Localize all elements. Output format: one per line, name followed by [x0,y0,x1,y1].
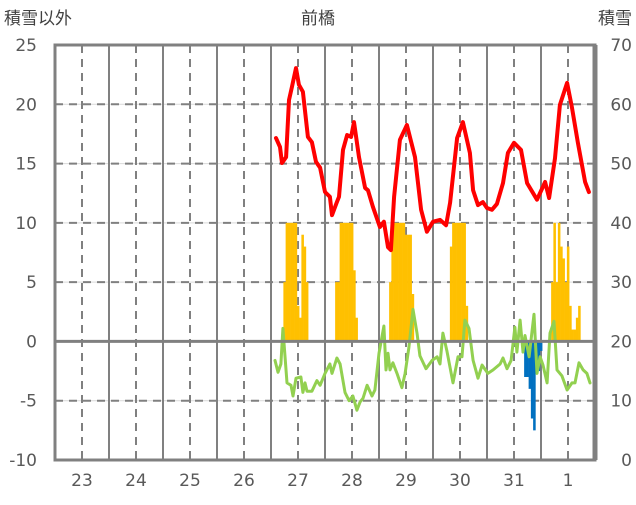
bar-positive [557,222,561,342]
bar-positive [575,317,579,342]
bar-positive [296,305,300,342]
bar-positive [294,222,298,342]
x-tick-label: 24 [125,471,147,491]
bar-positive [555,282,559,342]
bar-positive [553,222,556,342]
left-tick-label: 25 [15,36,37,56]
bar-positive [395,222,399,342]
bar-positive [407,234,410,342]
x-tick-label: 1 [563,471,574,491]
left-tick-label: -10 [9,451,37,471]
bar-positive [562,258,565,342]
bar-positive [389,282,392,342]
bar-positive [578,305,581,342]
x-tick-label: 25 [179,471,201,491]
bar-positive [454,222,457,342]
x-tick-label: 30 [449,471,471,491]
bar-positive [303,246,307,342]
bar-positive [353,270,356,342]
x-tick-label: 28 [341,471,363,491]
bar-positive [283,282,286,342]
bar-positive [285,222,289,342]
bar-negative [524,341,527,377]
x-ticks: 23 24 25 26 27 28 29 30 31 1 [71,471,573,491]
left-tick-label: 10 [15,214,37,234]
left-y-ticks: 25 20 15 10 5 0 -5 -10 [9,36,37,471]
bar-positive [339,222,343,342]
right-tick-label: 60 [610,95,632,115]
bar-negative [533,341,536,431]
x-tick-label: 31 [503,471,525,491]
chart-title: 前橋 [301,9,335,29]
plot-frame [53,43,598,462]
left-axis-title: 積雪以外 [4,9,72,29]
bar-positive [461,222,464,342]
bar-positive [290,222,293,342]
bar-negative [530,341,534,419]
right-tick-label: 0 [621,451,632,471]
right-tick-label: 30 [610,273,632,293]
bar-positive [456,222,460,342]
right-tick-label: 10 [610,392,632,412]
bar-positive [409,234,412,342]
bar-positive [299,317,302,342]
left-tick-label: 5 [26,273,37,293]
bar-negative [539,341,543,351]
right-y-ticks: 70 60 50 40 30 20 10 0 [610,36,632,471]
bar-positive [564,282,568,342]
bar-positive [404,234,408,342]
bar-positive [458,222,462,342]
bar-negative [526,341,529,377]
bar-series [283,222,581,431]
bar-positive [337,282,340,342]
bar-positive [301,234,304,342]
bar-positive [398,222,401,342]
bar-positive [341,222,345,342]
right-tick-label: 70 [610,36,632,56]
bar-positive [344,222,347,342]
right-tick-label: 20 [610,332,632,352]
x-tick-label: 29 [395,471,417,491]
bar-positive [391,222,394,342]
bar-positive [292,222,295,342]
bar-positive [573,329,577,342]
bar-positive [571,329,574,342]
bar-positive [400,222,403,342]
right-axis-title: 積雪 [598,9,632,29]
x-tick-label: 27 [287,471,309,491]
right-tick-label: 40 [610,214,632,234]
bar-positive [402,222,406,342]
bar-positive [566,246,570,342]
bar-positive [449,246,453,342]
bar-positive [355,317,358,342]
bar-positive [350,222,354,342]
snow_depth-line [274,66,591,253]
bar-negative [528,341,532,389]
bar-positive [287,222,291,342]
bar-positive [346,222,349,342]
right-tick-label: 50 [610,155,632,175]
left-tick-label: 0 [26,332,37,352]
line-series [273,66,592,412]
bar-positive [393,222,397,342]
temperature-line [273,307,592,412]
x-tick-label: 26 [233,471,255,491]
bar-positive [569,305,572,342]
gridlines [55,45,595,460]
bar-positive [463,222,466,342]
left-tick-label: -5 [20,392,37,412]
x-tick-label: 23 [71,471,93,491]
bar-positive [348,222,352,342]
bar-positive [551,282,554,342]
left-tick-label: 15 [15,155,37,175]
bar-positive [335,282,338,342]
left-tick-label: 20 [15,95,37,115]
bar-positive [452,222,455,342]
bar-positive [560,246,563,342]
bar-positive [305,282,309,342]
